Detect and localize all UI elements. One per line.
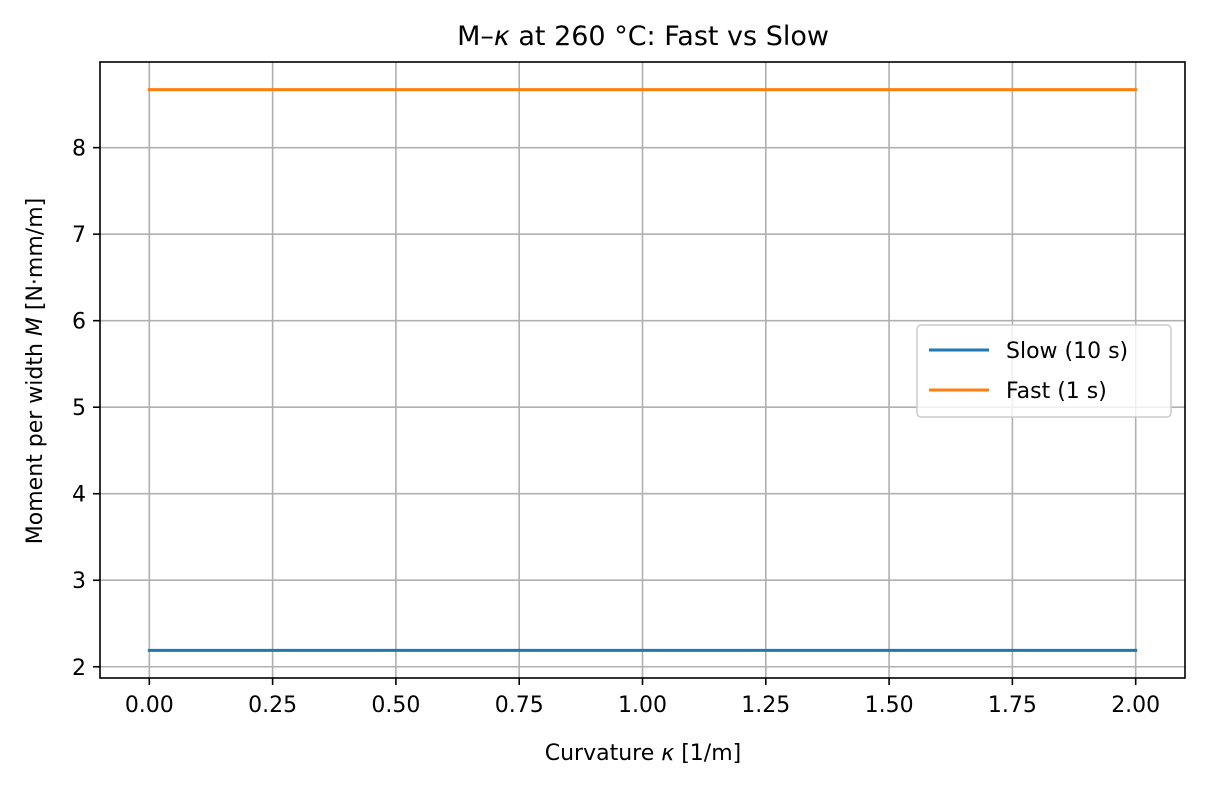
legend-label-slow: Slow (10 s) <box>1006 339 1128 364</box>
title-part-1: κ <box>494 21 510 52</box>
legend-box <box>916 324 1172 418</box>
x-tick-label: 1.75 <box>988 693 1037 718</box>
ylabel-part-1: M <box>23 317 48 336</box>
y-tick-label: 5 <box>72 396 86 421</box>
x-tick-label: 2.00 <box>1111 693 1160 718</box>
title-part-0: M– <box>457 21 494 52</box>
xlabel-part-0: Curvature <box>545 741 662 766</box>
y-axis-label: Moment per width M [N·mm/m] <box>23 198 48 544</box>
ylabel-part-0: Moment per width <box>23 336 48 544</box>
x-tick-label: 1.00 <box>618 693 667 718</box>
y-tick-label: 7 <box>72 223 86 248</box>
xlabel-part-2: [1/m] <box>674 741 741 766</box>
x-tick-label: 0.75 <box>495 693 544 718</box>
legend: Slow (10 s) Fast (1 s) <box>916 324 1172 418</box>
xlabel-part-1: κ <box>661 741 674 766</box>
x-tick-label: 1.50 <box>865 693 914 718</box>
y-axis-ticks: 2 3 4 5 6 7 8 <box>72 137 100 681</box>
legend-label-fast: Fast (1 s) <box>1006 379 1107 404</box>
title-part-2: at 260 °C: Fast vs Slow <box>510 21 829 52</box>
x-tick-label: 0.25 <box>248 693 297 718</box>
series-lines <box>147 88 1138 652</box>
y-tick-label: 4 <box>72 483 86 508</box>
ylabel-part-2: [N·mm/m] <box>23 198 48 317</box>
chart-title: M–κ at 260 °C: Fast vs Slow <box>457 21 829 52</box>
y-tick-label: 6 <box>72 310 86 335</box>
x-axis-ticks: 0.00 0.25 0.50 0.75 1.00 1.25 1.50 1.75 2.00 <box>125 678 1160 718</box>
y-tick-label: 3 <box>72 569 86 594</box>
x-tick-label: 0.50 <box>371 693 420 718</box>
y-tick-label: 2 <box>72 656 86 681</box>
x-tick-label: 0.00 <box>125 693 174 718</box>
x-tick-label: 1.25 <box>741 693 790 718</box>
y-tick-label: 8 <box>72 137 86 162</box>
x-axis-label: Curvature κ [1/m] <box>545 741 741 766</box>
